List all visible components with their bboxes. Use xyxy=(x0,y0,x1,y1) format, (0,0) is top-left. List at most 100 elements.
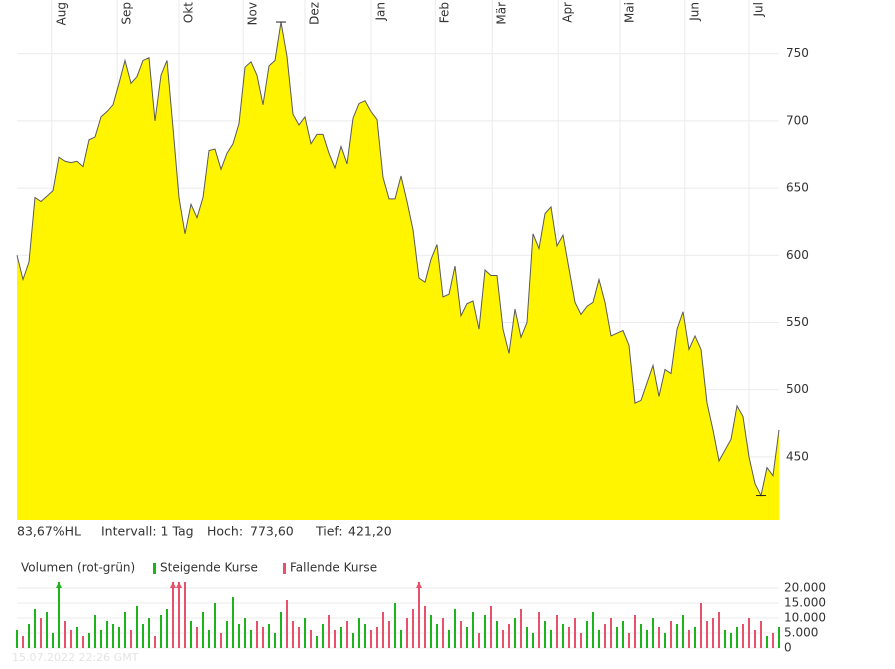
volume-bar xyxy=(322,624,324,648)
volume-bar xyxy=(754,630,756,648)
volume-bar xyxy=(568,627,570,648)
volume-bar xyxy=(436,624,438,648)
volume-bar xyxy=(40,618,42,648)
y-tick-label: 600 xyxy=(786,248,809,262)
overflow-arrow xyxy=(416,582,422,588)
legend-swatch xyxy=(153,563,156,574)
volume-bar xyxy=(580,633,582,648)
volume-bar xyxy=(28,624,30,648)
volume-bar xyxy=(214,603,216,648)
volume-bar xyxy=(646,630,648,648)
volume-bar xyxy=(634,615,636,648)
volume-bar xyxy=(16,630,18,648)
x-tick-label: Jan xyxy=(374,2,388,22)
info-text: 421,20 xyxy=(348,524,392,539)
price-line xyxy=(16,21,780,498)
volume-bar xyxy=(700,603,702,648)
volume-bar xyxy=(496,621,498,648)
volume-bar xyxy=(226,621,228,648)
volume-bar xyxy=(400,630,402,648)
volume-bar xyxy=(526,627,528,648)
volume-bar xyxy=(190,621,192,648)
volume-bar xyxy=(478,633,480,648)
volume-bar xyxy=(550,630,552,648)
volume-bar xyxy=(688,630,690,648)
volume-bar xyxy=(778,627,780,648)
overflow-arrow xyxy=(170,582,176,588)
volume-bar xyxy=(22,636,24,648)
volume-bar xyxy=(100,630,102,648)
volume-bar xyxy=(388,621,390,648)
volume-bar xyxy=(352,633,354,648)
volume-bar xyxy=(514,618,516,648)
volume-bar xyxy=(310,630,312,648)
volume-bar xyxy=(70,630,72,648)
volume-bar xyxy=(460,621,462,648)
x-tick-label: Dez xyxy=(308,2,322,25)
volume-bar xyxy=(94,615,96,648)
volume-bar xyxy=(658,627,660,648)
volume-bar xyxy=(286,600,288,648)
y-tick-label: 650 xyxy=(786,181,809,195)
volume-bar xyxy=(730,633,732,648)
volume-bar xyxy=(178,582,180,648)
volume-bar xyxy=(130,630,132,648)
x-tick-label: Jul xyxy=(752,2,766,17)
volume-bar xyxy=(394,603,396,648)
volume-bar xyxy=(424,606,426,648)
volume-bar xyxy=(172,582,174,648)
volume-bar xyxy=(448,630,450,648)
volume-bar xyxy=(280,612,282,648)
overflow-arrow xyxy=(56,582,62,588)
volume-bar xyxy=(184,582,186,648)
volume-bar xyxy=(712,618,714,648)
volume-bar xyxy=(508,624,510,648)
volume-bar xyxy=(472,612,474,648)
x-tick-label: Mär xyxy=(495,2,509,25)
volume-bar xyxy=(166,609,168,648)
volume-bar xyxy=(736,627,738,648)
volume-bar xyxy=(772,633,774,648)
volume-bar xyxy=(238,624,240,648)
volume-bar xyxy=(592,612,594,648)
volume-bar xyxy=(598,630,600,648)
volume-bar xyxy=(340,627,342,648)
price-area xyxy=(17,22,779,521)
volume-bar xyxy=(484,615,486,648)
volume-bar xyxy=(466,627,468,648)
volume-bar xyxy=(298,627,300,648)
volume-bar xyxy=(604,624,606,648)
y-tick-label: 5.000 xyxy=(784,626,818,640)
volume-bar xyxy=(274,633,276,648)
y-tick-label: 700 xyxy=(786,113,809,127)
volume-bar xyxy=(142,624,144,648)
x-tick-label: Jun xyxy=(687,2,701,22)
volume-bar xyxy=(664,633,666,648)
volume-bar xyxy=(244,618,246,648)
volume-bar xyxy=(382,612,384,648)
y-tick-label: 0 xyxy=(784,641,792,655)
volume-bar xyxy=(376,627,378,648)
volume-bar xyxy=(760,621,762,648)
volume-bar xyxy=(616,627,618,648)
price-chart: 450 500 550 600 650 700 750 Aug Sep Okt Nov Dez Jan F… xyxy=(16,0,809,539)
volume-bar xyxy=(364,624,366,648)
volume-bar xyxy=(748,618,750,648)
volume-bar xyxy=(154,636,156,648)
y-tick-label: 550 xyxy=(786,315,809,329)
volume-bar xyxy=(724,630,726,648)
x-tick-label: Sep xyxy=(120,2,134,25)
info-text: 773,60 xyxy=(250,524,294,539)
volume-bar xyxy=(136,606,138,648)
x-tick-label: Aug xyxy=(54,2,68,25)
volume-bar xyxy=(652,618,654,648)
y-tick-label: 20.000 xyxy=(784,581,826,595)
volume-bar xyxy=(574,618,576,648)
legend-label: Steigende Kurse xyxy=(160,561,258,575)
volume-bar xyxy=(262,627,264,648)
volume-bar xyxy=(292,621,294,648)
volume-bar xyxy=(112,624,114,648)
volume-bar xyxy=(562,624,564,648)
volume-bar xyxy=(88,633,90,648)
